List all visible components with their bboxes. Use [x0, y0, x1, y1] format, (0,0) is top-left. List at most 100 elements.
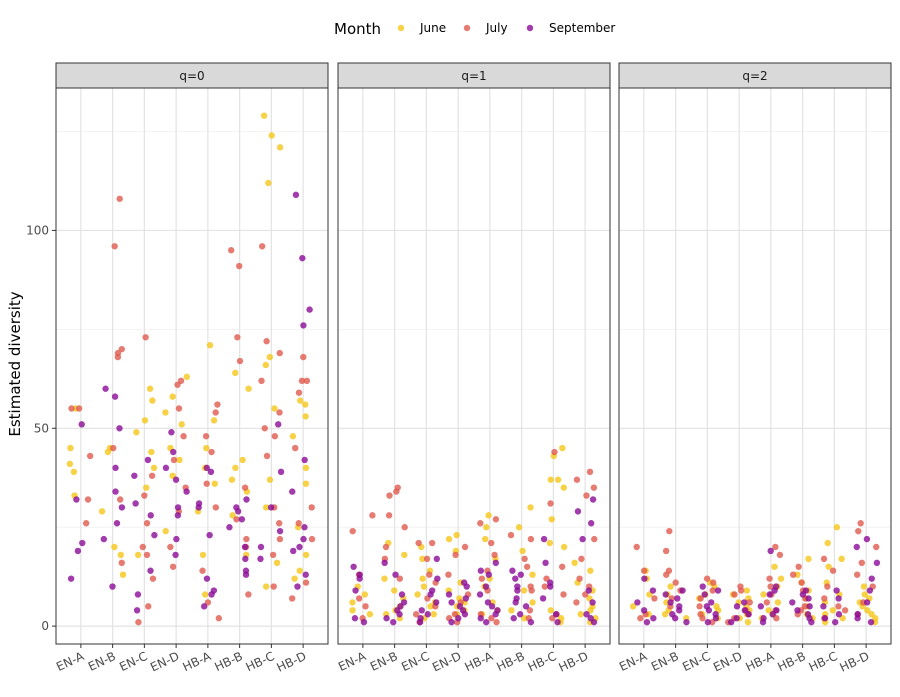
- data-point-june: [805, 555, 812, 563]
- data-point-september: [650, 615, 657, 622]
- data-point-july: [386, 492, 393, 499]
- data-point-june: [169, 393, 176, 400]
- data-point-september: [854, 615, 861, 622]
- data-point-june: [833, 524, 841, 531]
- data-point-june: [104, 448, 112, 456]
- x-tick-label: EN-A: [54, 649, 87, 674]
- data-point-july: [573, 599, 580, 606]
- data-point-september: [789, 599, 796, 606]
- data-point-september: [302, 571, 309, 578]
- data-point-september: [242, 555, 249, 563]
- data-point-september: [132, 500, 139, 507]
- data-point-june: [149, 397, 156, 404]
- data-point-july: [385, 512, 393, 519]
- x-tick-label: EN-B: [86, 649, 118, 674]
- data-point-july: [145, 603, 152, 610]
- data-point-september: [712, 615, 720, 622]
- data-point-september: [445, 591, 453, 598]
- data-point-september: [195, 504, 202, 511]
- data-point-september: [835, 595, 842, 602]
- data-point-september: [242, 571, 250, 578]
- data-point-june: [577, 611, 584, 618]
- data-point-september: [488, 603, 496, 610]
- data-point-june: [861, 591, 868, 598]
- data-point-september: [290, 547, 297, 555]
- data-point-june: [515, 524, 523, 531]
- data-point-july: [547, 500, 554, 507]
- data-point-july: [295, 520, 302, 527]
- data-point-june: [548, 516, 555, 523]
- data-point-september: [539, 595, 547, 602]
- data-point-september: [683, 618, 690, 626]
- data-point-september: [512, 599, 519, 606]
- data-point-september: [203, 575, 211, 582]
- y-axis-title: Estimated diversity: [6, 291, 24, 436]
- data-point-july: [276, 535, 284, 543]
- data-point-september: [351, 615, 359, 622]
- legend-title: Month: [334, 20, 381, 38]
- data-point-september: [350, 563, 357, 570]
- data-point-september: [434, 575, 441, 582]
- data-point-september: [172, 551, 179, 559]
- data-point-september: [574, 508, 582, 515]
- data-point-july: [382, 543, 390, 551]
- data-point-september: [424, 611, 431, 618]
- data-point-june: [245, 385, 252, 392]
- data-point-september: [868, 575, 875, 582]
- data-point-june: [260, 112, 268, 119]
- data-point-september: [134, 591, 142, 598]
- panel-border: [618, 87, 892, 645]
- data-point-july: [527, 535, 535, 543]
- data-point-september: [835, 611, 843, 618]
- data-point-july: [746, 599, 753, 606]
- data-point-june: [349, 599, 356, 606]
- data-point-june: [560, 484, 567, 491]
- data-point-july: [523, 563, 531, 570]
- data-point-july: [491, 551, 498, 559]
- data-point-september: [808, 618, 815, 626]
- data-point-june: [777, 575, 785, 582]
- data-point-september: [131, 472, 138, 479]
- data-point-june: [527, 504, 534, 511]
- data-point-july: [492, 516, 500, 523]
- data-point-july: [68, 405, 75, 412]
- data-point-september: [275, 421, 282, 428]
- data-point-september: [170, 448, 177, 456]
- facet-panels: q=0EN-A EN-B EN-CEN-D HB-A HB-BHB-CHB-D05010…: [26, 62, 892, 675]
- data-point-september: [512, 575, 519, 582]
- data-point-september: [200, 603, 208, 610]
- data-point-june: [546, 539, 554, 547]
- data-point-july: [583, 492, 590, 499]
- data-point-september: [306, 306, 313, 313]
- data-point-june: [70, 468, 78, 476]
- data-point-june: [134, 551, 142, 559]
- data-point-september: [398, 591, 406, 598]
- data-point-september: [708, 599, 715, 606]
- data-point-june: [178, 421, 185, 428]
- data-point-september: [482, 583, 490, 590]
- facet-strip: [55, 62, 329, 89]
- data-point-september: [301, 524, 308, 531]
- x-axis: EN-A EN-B EN-CEN-D HB-A HB-BHB-CHB-D: [336, 644, 590, 675]
- data-point-june: [232, 369, 239, 377]
- data-point-july: [445, 571, 452, 578]
- data-point-september: [79, 539, 86, 547]
- plot-area: [338, 88, 610, 644]
- data-point-september: [590, 618, 598, 626]
- data-point-june: [825, 563, 832, 570]
- data-point-july: [824, 583, 831, 590]
- data-point-september: [485, 571, 493, 578]
- plot-area: [56, 88, 328, 644]
- data-point-july: [426, 571, 433, 578]
- data-point-june: [183, 373, 190, 381]
- data-point-june: [519, 547, 526, 555]
- facet-panel-3: q=2 EN-A EN-B EN-CEN-D HB-A HB-BHB-CHB-D: [617, 62, 892, 675]
- data-point-september: [679, 587, 686, 594]
- data-point-june: [239, 456, 246, 464]
- data-point-july: [835, 603, 842, 610]
- data-point-july: [401, 524, 408, 531]
- data-point-september: [174, 504, 182, 511]
- data-point-september: [208, 591, 215, 598]
- data-point-september: [649, 587, 657, 594]
